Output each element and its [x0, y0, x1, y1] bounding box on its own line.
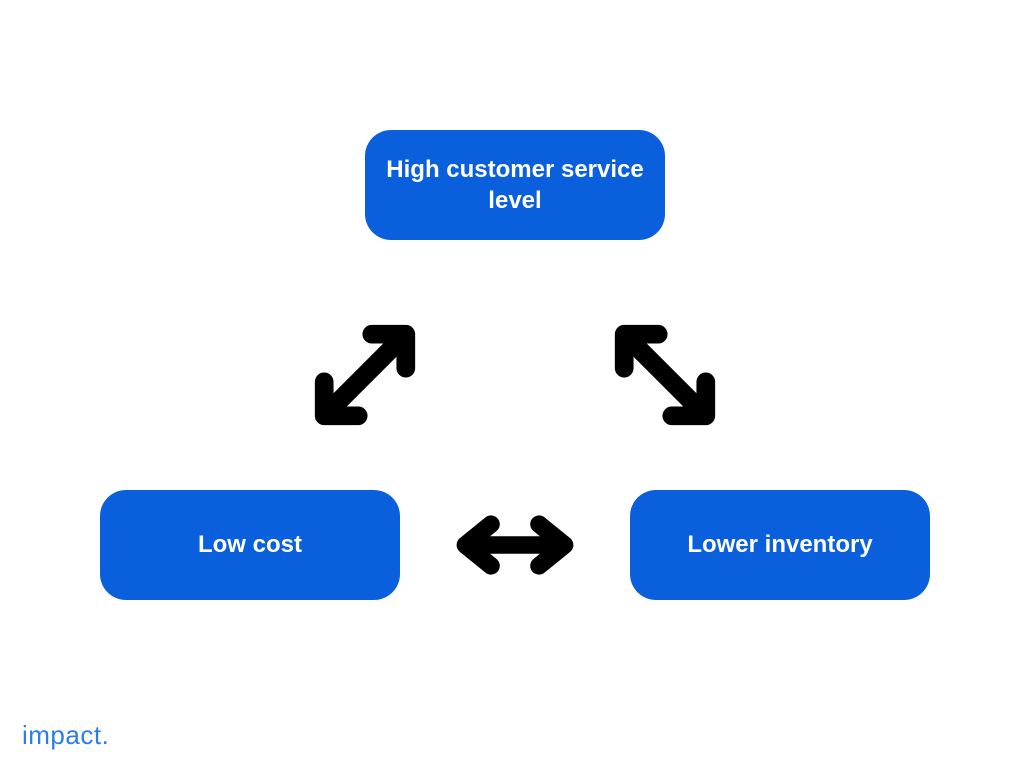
double-arrow-left-icon [280, 290, 450, 460]
node-lower-inventory: Lower inventory [630, 490, 930, 600]
double-arrow-bottom-icon [435, 500, 595, 590]
node-low-cost: Low cost [100, 490, 400, 600]
double-arrow-right-icon [580, 290, 750, 460]
brand-logo: impact. [22, 720, 109, 751]
node-high-customer-service: High customer service level [365, 130, 665, 240]
